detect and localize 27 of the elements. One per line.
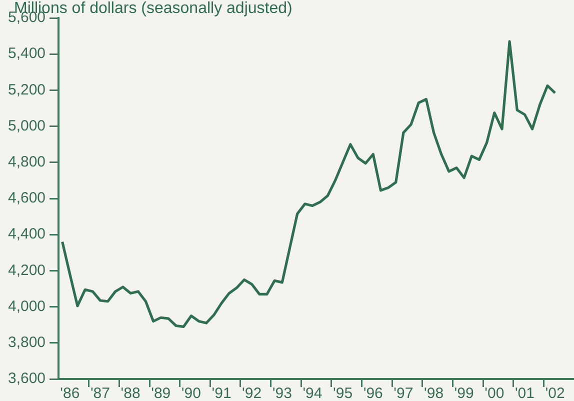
y-tick-label: 4,200: [8, 262, 46, 279]
y-tick-label: 4,000: [8, 298, 46, 315]
y-tick-label: 3,800: [8, 334, 46, 352]
y-tick-label: 5,000: [8, 117, 46, 134]
x-tick-label: '02: [545, 385, 565, 401]
x-tick-label: '87: [90, 385, 110, 401]
x-tick-label: '95: [333, 385, 353, 401]
x-tick-label: '94: [302, 385, 322, 401]
x-tick-label: '91: [212, 385, 232, 401]
x-tick-label: '89: [151, 385, 171, 401]
x-tick-label: '90: [181, 385, 201, 401]
y-tick-label: 5,200: [8, 81, 46, 98]
x-tick-label: '93: [272, 385, 292, 401]
y-tick-label: 3,600: [8, 370, 46, 388]
y-tick-label: 4,800: [8, 154, 46, 171]
x-tick-label: '86: [60, 385, 80, 401]
x-tick-label: '97: [394, 385, 414, 401]
y-tick-label: 4,400: [8, 226, 46, 243]
y-tick-label: 5,400: [8, 45, 46, 62]
x-tick-label: '01: [514, 385, 535, 401]
x-tick-label: '00: [484, 385, 504, 401]
y-tick-label: 4,600: [8, 190, 46, 207]
x-tick-label: '99: [454, 385, 474, 401]
x-tick-label: '88: [120, 385, 140, 401]
x-tick-label: '96: [363, 385, 383, 401]
x-tick-label: '92: [242, 385, 262, 401]
x-tick-label: '98: [424, 385, 444, 401]
